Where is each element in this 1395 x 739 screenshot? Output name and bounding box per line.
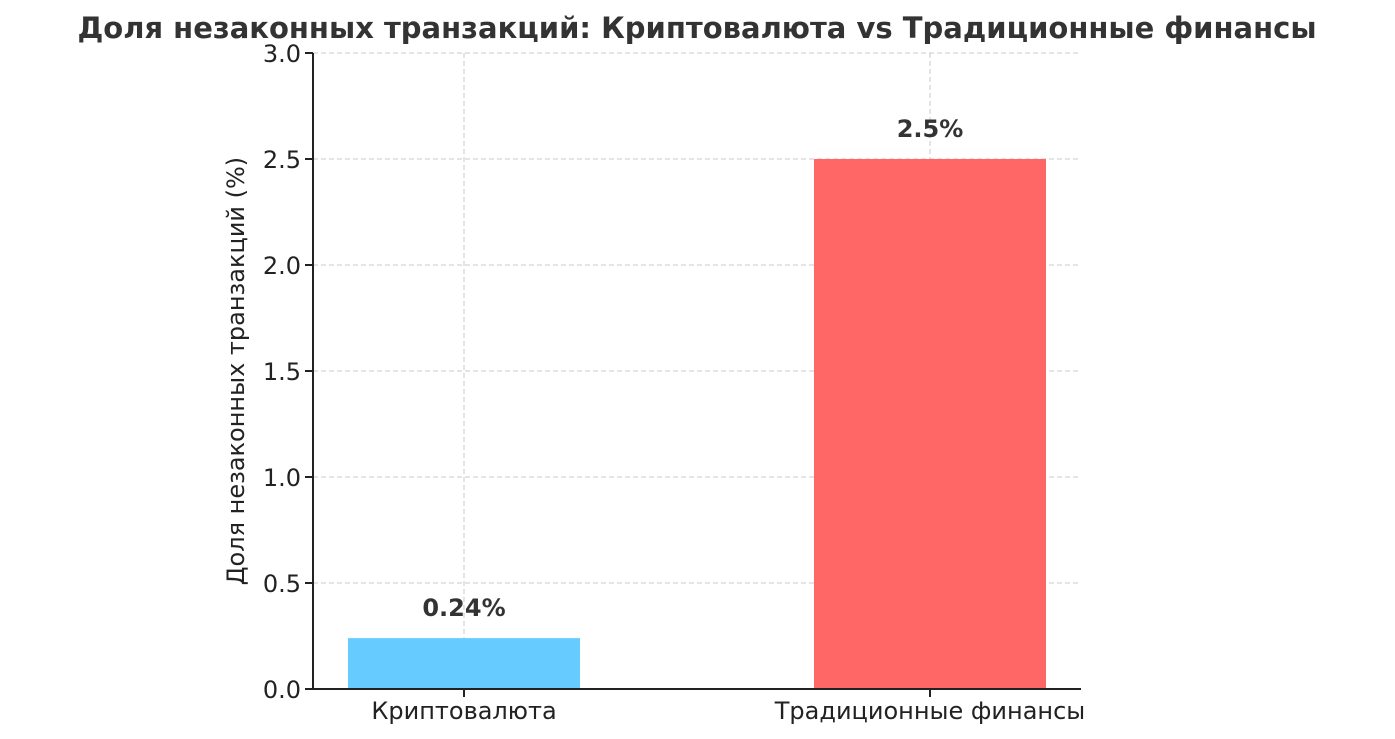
chart-title: Доля незаконных транзакций: Криптовалюта… [77,11,1316,45]
bars [348,159,1046,689]
y-tick-label-1: 0.5 [263,570,301,598]
y-tick-label-4: 2.0 [263,252,301,280]
data-labels: 0.24% 2.5% [422,115,963,622]
tick-labels: 0.0 0.5 1.0 1.5 2.0 2.5 3.0 Криптовалюта Традици… [263,40,1085,725]
y-tick-label-6: 3.0 [263,40,301,68]
bar-0 [348,638,580,689]
y-tick-label-5: 2.5 [263,146,301,174]
axes [305,52,1081,697]
y-axis-label: Доля незаконных транзакций (%) [222,157,250,585]
data-label-0: 0.24% [422,594,505,622]
data-label-1: 2.5% [897,115,964,143]
x-tick-label-1: Традиционные финансы [774,697,1086,725]
y-tick-label-0: 0.0 [263,676,301,704]
y-tick-label-3: 1.5 [263,358,301,386]
bar-1 [814,159,1046,689]
x-tick-label-0: Криптовалюта [371,697,556,725]
y-tick-label-2: 1.0 [263,464,301,492]
